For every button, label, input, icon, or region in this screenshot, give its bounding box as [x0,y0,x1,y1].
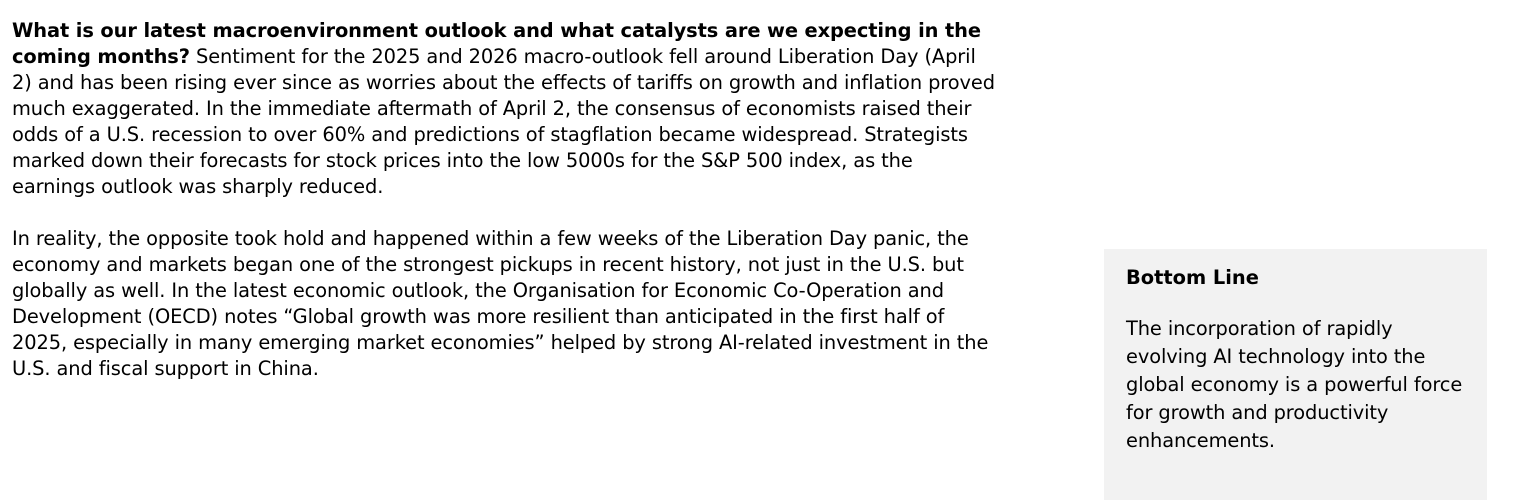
bottom-line-text: The incorporation of rapidly evolving AI… [1126,317,1463,452]
article-body: What is our latest macroenvironment outl… [12,18,997,382]
paragraph-intro: What is our latest macroenvironment outl… [12,18,997,200]
bottom-line-title: Bottom Line [1126,266,1259,289]
paragraph-intro-text: Sentiment for the 2025 and 2026 macro-ou… [12,45,995,198]
lead-question: What is our latest macroenvironment outl… [12,19,981,68]
bottom-line-box: Bottom Line The incorporation of rapidly… [1104,249,1487,500]
paragraph-reality: In reality, the opposite took hold and h… [12,227,989,380]
